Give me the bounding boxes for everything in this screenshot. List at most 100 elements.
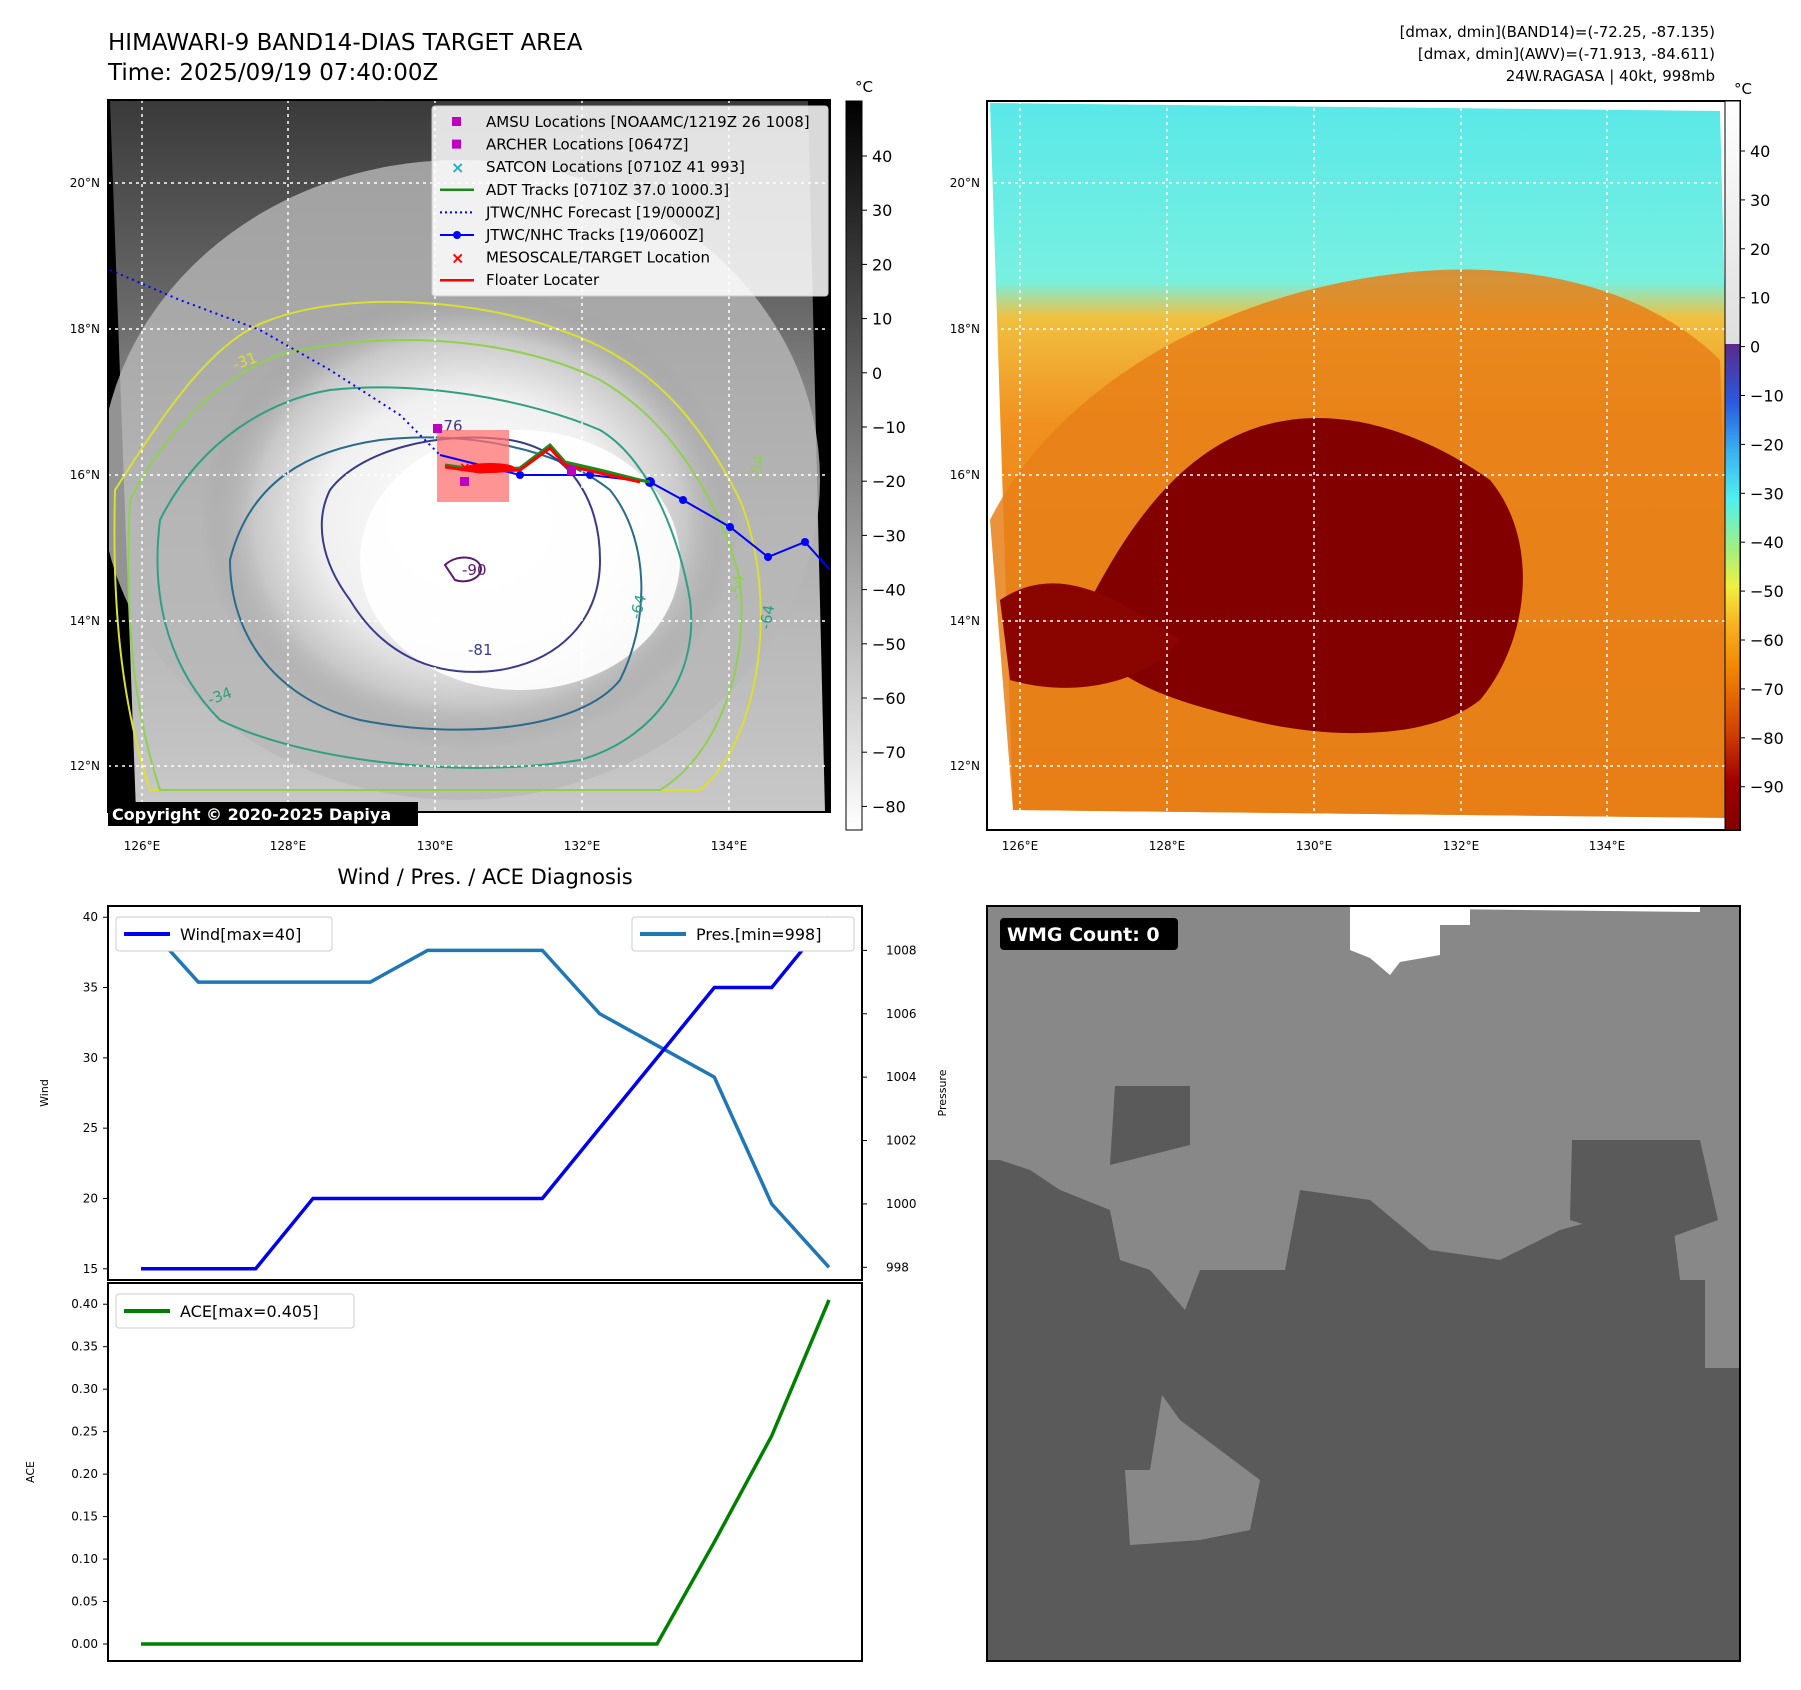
wind-y-tick-label: 25	[83, 1121, 98, 1135]
lon-label: 126°E	[124, 839, 161, 853]
contour-label: -54	[746, 453, 768, 480]
lon-label: 130°E	[417, 839, 454, 853]
wind-y-tick-label: 15	[83, 1262, 98, 1276]
pressure-legend: Pres.[min=998]	[631, 916, 855, 952]
wind-y-tick-label: 20	[83, 1191, 98, 1205]
colorbar-tick-label: −60	[1750, 631, 1784, 650]
target-location-marker: ×	[459, 460, 471, 476]
legend-square-marker	[452, 139, 461, 149]
legend-label: MESOSCALE/TARGET Location	[486, 249, 710, 267]
gray-colorbar-unit: °C	[855, 78, 873, 96]
colorbar-tick-label: 30	[1750, 191, 1770, 210]
lon-label: 132°E	[564, 839, 601, 853]
contour-purple-core	[443, 556, 482, 583]
lat-label: 16°N	[950, 468, 980, 482]
wmg-region-white	[1350, 907, 1470, 975]
map1-grid	[108, 100, 830, 812]
ace-axes	[107, 1282, 863, 1662]
colorbar-tick-label: 40	[1750, 142, 1770, 161]
legend-label: AMSU Locations [NOAAMC/1219Z 26 1008]	[486, 113, 810, 131]
contour-yellow	[113, 300, 762, 791]
wind-legend: Wind[max=40]	[115, 916, 333, 952]
colorbar-tick-label: 20	[872, 255, 892, 274]
wind-legend-box	[115, 916, 333, 952]
map2-lat-labels: 20°N 18°N 16°N 14°N 12°N	[950, 176, 980, 773]
wind-legend-label: Wind[max=40]	[180, 925, 301, 944]
target-location-cluster	[465, 463, 515, 473]
legend-item: AMSU Locations [NOAAMC/1219Z 26 1008]	[452, 113, 810, 131]
contour-teal	[156, 386, 693, 769]
colorbar-tick-label: 40	[872, 147, 892, 166]
lon-label: 134°E	[711, 839, 748, 853]
colorbar-tick-label: −70	[1750, 680, 1784, 699]
lat-label: 14°N	[950, 614, 980, 628]
color-colorbar-cold-segment	[1725, 344, 1740, 830]
colorbar-tick-label: −10	[872, 418, 906, 437]
wind-pressure-chart: Wind / Pres. / ACE Diagnosis 40 35 30 25 20 1…	[38, 865, 949, 1281]
archer-location-marker	[433, 424, 442, 433]
pressure-axis-label: Pressure	[936, 1069, 949, 1116]
color-colorbar-unit: °C	[1734, 80, 1752, 98]
amsu-location-marker	[460, 477, 469, 486]
wind-y-tick-label: 40	[83, 910, 98, 924]
wmg-border	[986, 905, 1741, 1662]
colorbar-tick-label: −90	[1750, 778, 1784, 797]
ace-chart: 0.40 0.35 0.30 0.25 0.20 0.15 0.10 0.05 0.00 ACE…	[24, 1282, 863, 1662]
legend-label: JTWC/NHC Forecast [19/0000Z]	[485, 203, 720, 221]
ace-y-tick-label: 0.15	[71, 1510, 98, 1524]
legend-dot-marker	[453, 231, 461, 239]
colorbar-tick-label: −70	[872, 743, 906, 762]
legend-label: SATCON Locations [0710Z 41 993]	[486, 158, 745, 176]
cloud-core-coldest	[1080, 418, 1523, 734]
pressure-y-tick-label: 1004	[886, 1070, 917, 1084]
map1-lon-labels: 126°E 128°E 130°E 132°E 134°E	[124, 839, 748, 853]
legend-square-marker	[452, 117, 461, 126]
lat-label: 12°N	[70, 759, 100, 773]
lon-label: 132°E	[1443, 839, 1480, 853]
wind-y-tick-label: 30	[83, 1051, 98, 1065]
ace-y-tick-label: 0.00	[71, 1637, 98, 1651]
pressure-y-tick-label: 1008	[886, 943, 917, 957]
pressure-legend-box	[631, 916, 855, 952]
legend-item: JTWC/NHC Forecast [19/0000Z]	[440, 203, 720, 221]
lat-label: 16°N	[70, 468, 100, 482]
colorbar-tick-label: −80	[1750, 729, 1784, 748]
gray-colorbar: °C 40 30 20 10 0 −10 −20 −30 −40 −50 −60 −70 −80	[845, 78, 906, 831]
pressure-y-tick-label: 1006	[886, 1007, 917, 1021]
amsu-location-marker	[567, 466, 576, 475]
wind-series-line	[141, 916, 831, 1271]
lat-label: 18°N	[70, 322, 100, 336]
colorized-satellite-map: 20°N 18°N 16°N 14°N 12°N 126°E 128°E 130…	[950, 100, 1741, 853]
lat-label: 12°N	[950, 759, 980, 773]
ace-axis-label: ACE	[24, 1461, 37, 1483]
wmg-region-dark-patch	[1570, 1140, 1718, 1245]
grayscale-satellite-map: -76 -90 -81 -64 -54 -64 -54 -31 -34 ×	[70, 99, 831, 853]
ace-y-tick-label: 0.35	[71, 1340, 98, 1354]
ace-series-line	[141, 1299, 831, 1646]
wmg-count-box	[1000, 918, 1178, 950]
pressure-y-tick-label: 1002	[886, 1134, 917, 1148]
lat-label: 20°N	[70, 176, 100, 190]
legend-item: ARCHER Locations [0647Z]	[452, 136, 689, 154]
lat-label: 20°N	[950, 176, 980, 190]
colorbar-tick-label: −20	[1750, 435, 1784, 454]
copyright-text: Copyright © 2020-2025 Dapiya	[112, 805, 391, 824]
gray-colorbar-gradient	[845, 100, 863, 831]
contour-blue-outer	[228, 436, 643, 731]
legend-label: ARCHER Locations [0647Z]	[486, 136, 689, 154]
ace-legend-label: ACE[max=0.405]	[180, 1302, 319, 1321]
contour-label: -54	[726, 573, 748, 600]
color-colorbar-warm-segment	[1725, 101, 1740, 344]
colorbar-tick-label: −20	[872, 472, 906, 491]
ace-y-tick-label: 0.05	[71, 1595, 98, 1609]
colorbar-tick-label: 10	[872, 310, 892, 329]
contour-label: -64	[756, 603, 778, 630]
legend-x-marker: ×	[451, 158, 464, 177]
ace-y-tick-label: 0.25	[71, 1425, 98, 1439]
ace-legend-box	[115, 1293, 355, 1329]
legend-item: × SATCON Locations [0710Z 41 993]	[451, 158, 745, 177]
colorbar-tick-label: 0	[1750, 338, 1760, 357]
ace-legend: ACE[max=0.405]	[115, 1293, 355, 1329]
wmg-region-light-patch	[1125, 1395, 1260, 1545]
